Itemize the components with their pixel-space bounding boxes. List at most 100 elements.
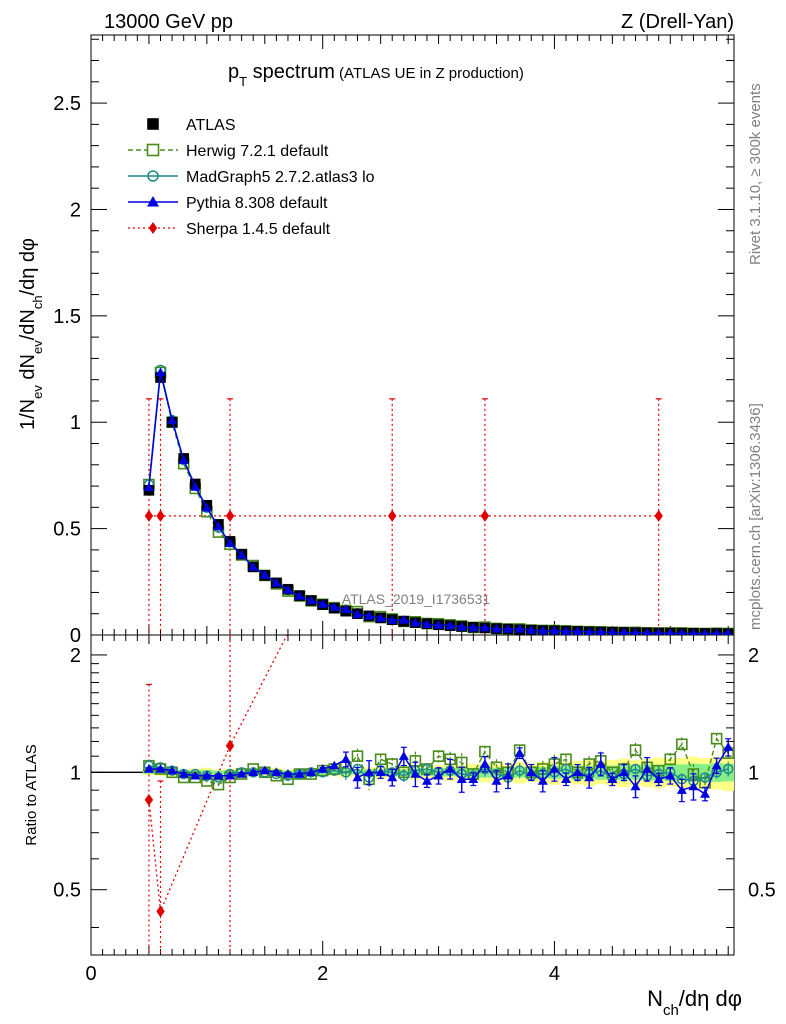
madgraph-ratio-point xyxy=(722,763,734,775)
legend: ATLAS Herwig 7.2.1 default MadGraph5 2.7.2… xyxy=(128,117,375,238)
legend-label-0: ATLAS xyxy=(186,117,236,134)
legend-pythia-marker xyxy=(147,196,159,207)
pythia-point xyxy=(248,561,259,571)
pythia-point xyxy=(190,481,201,491)
y-tick-label: 1 xyxy=(70,412,81,434)
pythia-ratio-point xyxy=(676,785,687,794)
x-tick-label: 2 xyxy=(317,963,328,985)
pythia-point xyxy=(666,628,675,635)
svg-text:1/Nev dNev/dNch/dη dφ: 1/Nev dNev/dNch/dη dφ xyxy=(17,238,45,430)
madgraph-ratio-point xyxy=(398,770,410,781)
pythia-ratio-point xyxy=(398,751,409,760)
herwig-ratio-point xyxy=(432,750,445,762)
pythia-point xyxy=(572,626,583,635)
x-axis-title: Nch/dη dφ xyxy=(647,986,742,1019)
pythia-point xyxy=(421,619,432,629)
pythia-ratio-point xyxy=(259,765,270,775)
pythia-ratio-point xyxy=(143,763,154,773)
pythia-ratio-point xyxy=(236,769,247,778)
pythia-ratio-point xyxy=(618,767,629,777)
herwig-ratio-point xyxy=(664,753,677,766)
pythia-point xyxy=(143,482,154,492)
sherpa-point xyxy=(225,509,235,522)
madgraph-ratio-point xyxy=(340,767,352,778)
pythia-ratio-point xyxy=(306,767,317,777)
sherpa-ratio-point xyxy=(144,793,154,806)
pythia-ratio-point xyxy=(723,742,734,751)
pythia-point xyxy=(607,627,617,635)
ratio-axis-title: Ratio to ATLAS xyxy=(23,744,40,845)
pythia-point xyxy=(340,604,351,614)
pythia-ratio-point xyxy=(410,769,421,778)
pythia-point xyxy=(433,619,444,629)
pythia-point xyxy=(678,628,686,635)
madgraph-ratio-point xyxy=(630,763,641,775)
pythia-point xyxy=(271,577,282,587)
pythia-ratio-point xyxy=(653,774,664,783)
ratio-tick-label: 2 xyxy=(70,645,81,667)
legend-label-1: Herwig 7.2.1 default xyxy=(186,143,329,160)
pythia-ratio-point xyxy=(479,759,490,768)
pythia-point xyxy=(724,628,732,635)
plot-title: pT spectrum (ATLAS UE in Z production) xyxy=(228,61,524,89)
pythia-point xyxy=(514,624,525,633)
pythia-ratio-point xyxy=(630,781,641,791)
ratio-tick-label: 1 xyxy=(70,762,81,784)
pythia-point xyxy=(225,538,236,548)
sherpa-point xyxy=(144,509,154,522)
pythia-ratio-point xyxy=(456,774,467,783)
pythia-point xyxy=(479,622,490,632)
herwig-ratio-point xyxy=(212,778,225,791)
pythia-point xyxy=(561,626,571,635)
pythia-point xyxy=(213,521,224,531)
ratio-tick-label-right: 0.5 xyxy=(748,880,776,902)
pythia-ratio-point xyxy=(491,776,502,785)
pythia-ratio-point xyxy=(225,770,236,780)
pythia-point xyxy=(236,549,247,559)
pythia-ratio-point xyxy=(294,769,305,778)
pythia-point xyxy=(549,625,560,635)
pythia-ratio-point xyxy=(387,772,398,782)
pythia-ratio-point xyxy=(607,774,618,783)
pythia-point xyxy=(643,627,652,635)
pythia-ratio-point xyxy=(352,772,363,782)
energy-label: 13000 GeV pp xyxy=(104,11,233,33)
pythia-point xyxy=(526,625,537,634)
ratio-panel xyxy=(90,634,735,956)
y-tick-label: 2.5 xyxy=(53,93,81,115)
pythia-point xyxy=(491,623,502,633)
pythia-point xyxy=(259,569,270,579)
legend-label-4: Sherpa 1.4.5 default xyxy=(186,221,331,238)
pythia-ratio-point xyxy=(688,781,699,791)
ratio-tick-label-right: 1 xyxy=(748,762,759,784)
x-tick-label: 4 xyxy=(549,963,560,985)
pythia-point xyxy=(317,598,328,608)
legend-herwig-marker xyxy=(146,143,160,157)
pythia-ratio-point xyxy=(155,763,166,773)
legend-label-3: Pythia 8.308 default xyxy=(186,195,328,212)
pythia-point xyxy=(282,584,293,594)
main-series xyxy=(143,364,734,635)
madgraph-ratio-point xyxy=(421,763,433,775)
process-label: Z (Drell-Yan) xyxy=(621,11,734,33)
y-tick-label: 0 xyxy=(70,625,81,647)
pythia-point xyxy=(387,615,398,624)
pythia-point xyxy=(468,622,479,632)
sherpa-point xyxy=(156,509,165,522)
y-axis-title: 1/Nev dNev/dNch/dη dφ xyxy=(17,238,45,430)
analysis-label: ATLAS_2019_I1736531 xyxy=(342,591,491,607)
pythia-ratio-point xyxy=(572,767,583,777)
sherpa-ratio-point xyxy=(156,905,165,918)
pythia-ratio-point xyxy=(514,748,525,757)
madgraph-ratio-point xyxy=(699,772,711,783)
pythia-point xyxy=(619,627,629,635)
pythia-ratio-point xyxy=(595,759,606,768)
madgraph-ratio-point xyxy=(514,765,525,776)
pythia-point xyxy=(631,627,640,635)
y-tick-label: 1.5 xyxy=(53,306,81,328)
pythia-ratio-point xyxy=(282,769,293,778)
ratio-tick-label-right: 2 xyxy=(748,645,759,667)
pythia-ratio-point xyxy=(526,767,537,777)
sherpa-point xyxy=(480,509,490,522)
